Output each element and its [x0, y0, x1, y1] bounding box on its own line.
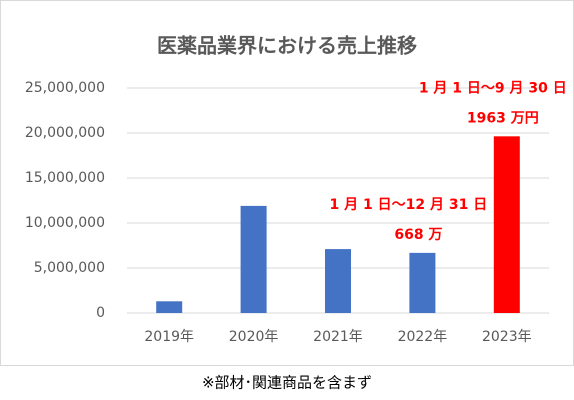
y-tick-label: 10,000,000	[25, 215, 105, 231]
y-tick-label: 5,000,000	[34, 260, 105, 276]
footnote: ※部材･関連商品を含まず	[202, 374, 372, 392]
value-label: 668 万	[394, 227, 442, 243]
y-tick-label: 15,000,000	[25, 170, 105, 186]
bar	[493, 136, 520, 313]
bar	[156, 301, 183, 313]
y-tick-label: 0	[96, 305, 105, 321]
bar	[240, 205, 267, 313]
x-tick-label: 2022年	[398, 329, 448, 345]
y-tick-label: 20,000,000	[25, 125, 105, 141]
x-tick-label: 2021年	[313, 329, 363, 345]
x-tick-label: 2020年	[229, 329, 279, 345]
x-tick-label: 2023年	[482, 329, 532, 345]
chart-title: 医薬品業界における売上推移	[157, 34, 417, 58]
chart-border	[0, 0, 574, 366]
y-tick-label: 25,000,000	[25, 80, 105, 96]
bar	[409, 252, 436, 313]
bar	[325, 249, 351, 313]
annotation: 1 月 1 日～9 月 30 日	[419, 80, 567, 96]
annotation: 1 月 1 日～12 月 31 日	[330, 197, 488, 213]
x-tick-label: 2019年	[144, 329, 194, 345]
value-label: 1963 万円	[467, 110, 539, 126]
